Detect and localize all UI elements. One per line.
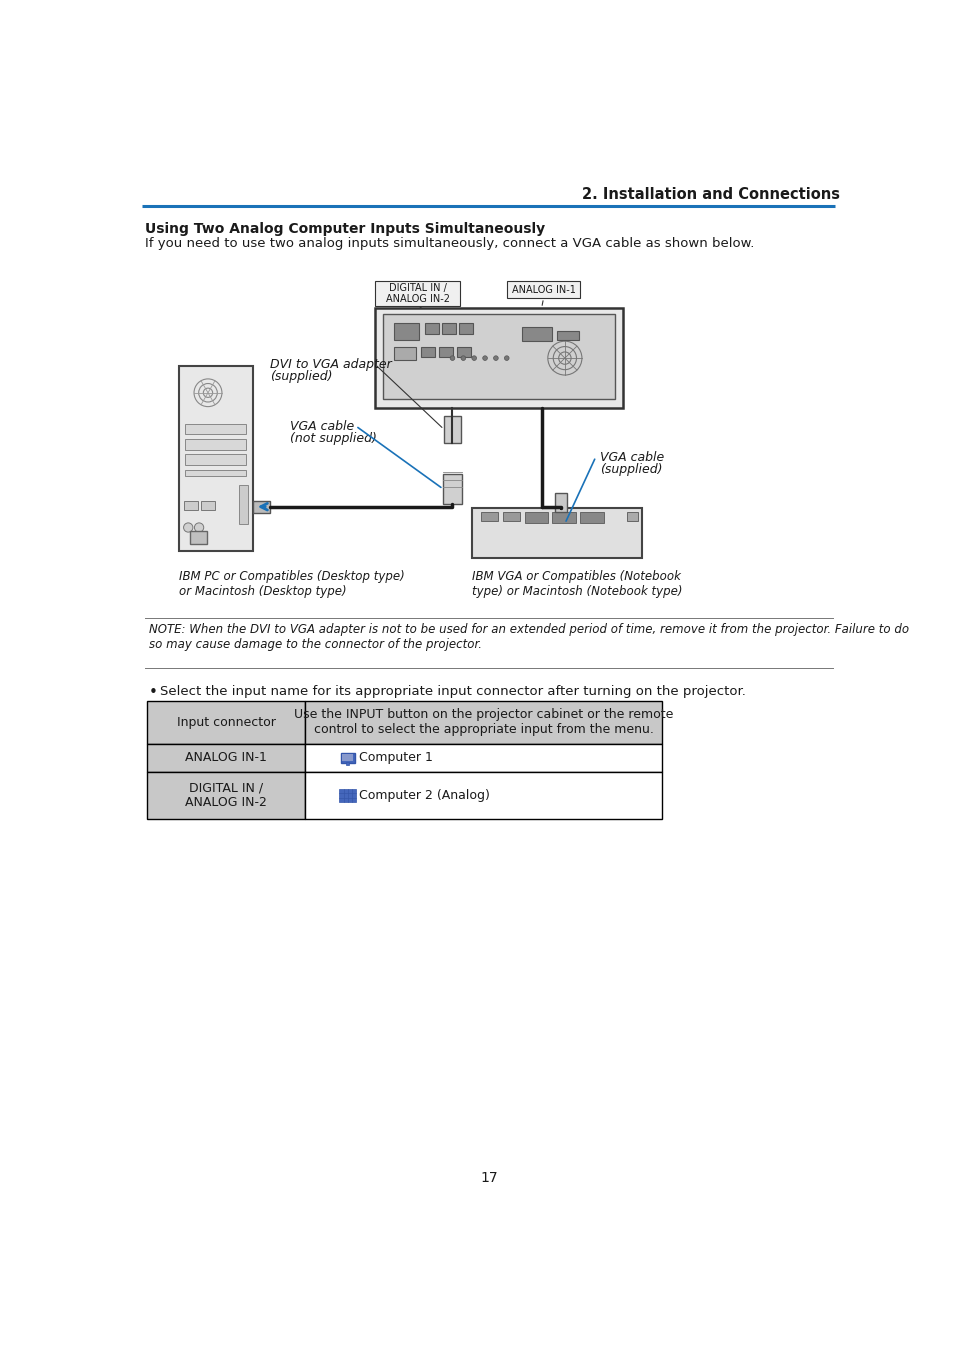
Bar xyxy=(480,512,497,522)
Bar xyxy=(506,282,579,298)
Bar xyxy=(305,701,661,744)
Bar xyxy=(346,762,349,766)
Text: Using Two Analog Computer Inputs Simultaneously: Using Two Analog Computer Inputs Simulta… xyxy=(145,222,544,236)
Bar xyxy=(502,512,519,522)
Bar xyxy=(339,798,343,802)
Bar xyxy=(421,346,435,357)
Text: •: • xyxy=(149,685,157,701)
Text: 2. Installation and Connections: 2. Installation and Connections xyxy=(581,187,840,202)
Bar xyxy=(439,346,453,357)
Text: DIGITAL IN /
ANALOG IN-2: DIGITAL IN / ANALOG IN-2 xyxy=(185,782,267,809)
Text: (supplied): (supplied) xyxy=(270,371,333,383)
Circle shape xyxy=(504,356,509,360)
Bar xyxy=(147,744,305,771)
Bar xyxy=(442,324,456,334)
Bar xyxy=(443,417,460,442)
Bar xyxy=(352,794,356,798)
Circle shape xyxy=(482,356,487,360)
Bar xyxy=(352,798,356,802)
Text: DVI to VGA adapter: DVI to VGA adapter xyxy=(270,359,392,371)
Circle shape xyxy=(493,356,497,360)
Bar xyxy=(459,324,473,334)
Text: DIGITAL IN /
ANALOG IN-2: DIGITAL IN / ANALOG IN-2 xyxy=(385,283,449,305)
Bar xyxy=(185,439,246,450)
Bar xyxy=(352,790,356,794)
Bar xyxy=(555,493,567,512)
Bar xyxy=(394,346,416,360)
Circle shape xyxy=(183,523,193,532)
Text: IBM PC or Compatibles (Desktop type)
or Macintosh (Desktop type): IBM PC or Compatibles (Desktop type) or … xyxy=(179,570,404,599)
Bar xyxy=(343,794,348,798)
Text: Use the INPUT button on the projector cabinet or the remote
control to select th: Use the INPUT button on the projector ca… xyxy=(294,708,673,736)
Text: IBM VGA or Compatibles (Notebook
type) or Macintosh (Notebook type): IBM VGA or Compatibles (Notebook type) o… xyxy=(472,570,681,599)
Bar xyxy=(375,282,459,306)
Bar xyxy=(579,512,603,523)
Text: (supplied): (supplied) xyxy=(599,462,661,476)
Bar xyxy=(348,790,352,794)
Bar xyxy=(382,314,615,399)
Bar xyxy=(626,512,637,522)
Text: 17: 17 xyxy=(479,1171,497,1185)
Bar xyxy=(179,365,253,550)
Text: NOTE: When the DVI to VGA adapter is not to be used for an extended period of ti: NOTE: When the DVI to VGA adapter is not… xyxy=(149,623,908,651)
Bar xyxy=(348,798,352,802)
Bar xyxy=(185,423,246,434)
Circle shape xyxy=(472,356,476,360)
Bar xyxy=(343,798,348,802)
Bar xyxy=(557,332,578,341)
Text: Select the input name for its appropriate input connector after turning on the p: Select the input name for its appropriat… xyxy=(159,685,744,698)
Circle shape xyxy=(194,523,204,532)
Bar xyxy=(339,794,343,798)
Text: ANALOG IN-1: ANALOG IN-1 xyxy=(511,284,575,295)
Circle shape xyxy=(460,356,465,360)
Bar xyxy=(524,512,547,523)
Bar xyxy=(185,469,246,476)
Bar xyxy=(339,790,343,794)
Bar xyxy=(552,512,575,523)
Bar xyxy=(343,790,348,794)
Bar xyxy=(521,328,551,341)
Text: Computer 1: Computer 1 xyxy=(358,751,432,764)
Bar xyxy=(147,771,305,820)
Bar xyxy=(340,752,355,763)
Text: Computer 2 (Analog): Computer 2 (Analog) xyxy=(358,789,489,802)
Bar xyxy=(472,508,641,558)
Bar xyxy=(183,500,197,510)
Bar xyxy=(185,454,246,465)
Bar xyxy=(238,485,248,523)
Text: ANALOG IN-1: ANALOG IN-1 xyxy=(185,751,267,764)
Text: VGA cable: VGA cable xyxy=(290,419,354,433)
Circle shape xyxy=(450,356,455,360)
Bar xyxy=(425,324,439,334)
Bar xyxy=(375,309,622,408)
Bar xyxy=(147,701,305,744)
Bar xyxy=(456,346,471,357)
Bar xyxy=(305,771,661,820)
Text: VGA cable: VGA cable xyxy=(599,450,663,464)
Text: If you need to use two analog inputs simultaneously, connect a VGA cable as show: If you need to use two analog inputs sim… xyxy=(145,237,754,251)
Text: Input connector: Input connector xyxy=(176,716,275,729)
Bar xyxy=(305,744,661,771)
Bar xyxy=(190,531,207,545)
Bar xyxy=(342,755,353,762)
Bar xyxy=(394,324,418,341)
Bar xyxy=(253,500,270,512)
Bar xyxy=(200,500,214,510)
Bar xyxy=(348,794,352,798)
Bar xyxy=(443,473,461,504)
Text: (not supplied): (not supplied) xyxy=(290,431,376,445)
